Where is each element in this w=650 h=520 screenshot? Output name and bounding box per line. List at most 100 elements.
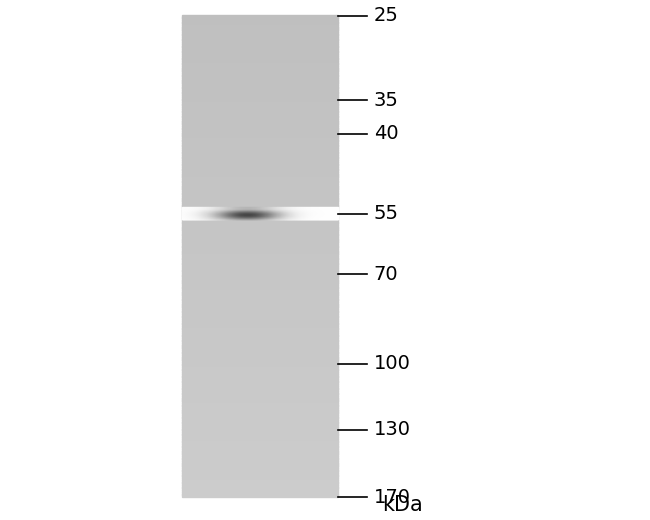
Bar [182,104,338,107]
Bar [182,408,338,411]
Bar [182,345,338,348]
Bar [182,446,338,449]
Bar [182,222,338,225]
Bar [182,477,338,480]
Bar [182,285,338,288]
Bar [182,54,338,57]
Bar [182,97,338,100]
Bar [182,184,338,187]
Bar [182,152,338,155]
Bar [182,167,338,170]
Bar [182,328,338,331]
Bar [182,121,338,124]
Text: 40: 40 [374,124,398,143]
Bar [182,388,338,392]
Text: 100: 100 [374,355,411,373]
Bar [182,89,338,93]
Bar [182,229,338,232]
Bar [182,107,338,110]
Bar [182,249,338,252]
Bar [182,451,338,454]
Bar [182,333,338,336]
Bar [182,131,338,134]
Bar [182,465,338,469]
Bar [182,331,338,333]
Bar [182,34,338,37]
Bar [182,355,338,358]
Bar [182,75,338,78]
Bar [182,487,338,490]
Bar [182,213,338,215]
Bar [182,198,338,201]
Bar [182,384,338,386]
Text: 130: 130 [374,420,411,439]
Bar [182,210,338,213]
Bar [182,61,338,64]
Bar [182,453,338,457]
Bar [182,292,338,295]
Bar [182,434,338,437]
Bar [182,196,338,199]
Bar [182,15,338,18]
Bar [182,157,338,160]
Bar [182,343,338,346]
Bar [182,415,338,418]
Bar [182,458,338,461]
Bar [182,73,338,76]
Bar [182,417,338,420]
Bar [182,492,338,495]
Bar [182,207,338,211]
Bar [182,160,338,162]
Bar [182,432,338,435]
Bar [182,475,338,478]
Bar [182,326,338,329]
Bar [182,321,338,324]
Bar [182,215,338,218]
Bar [182,362,338,365]
Bar [182,379,338,382]
Bar [182,376,338,379]
Bar [182,162,338,165]
Bar [182,220,338,223]
Bar [182,68,338,71]
Bar [182,316,338,319]
Bar [182,205,338,208]
Bar [182,319,338,321]
Bar [182,44,338,47]
Bar [182,77,338,81]
Bar [182,109,338,112]
Bar [182,391,338,394]
Bar [182,136,338,138]
Bar [182,22,338,25]
Bar [182,350,338,353]
Bar [182,39,338,42]
Bar [182,70,338,73]
Bar [182,138,338,141]
Bar [182,18,338,20]
Bar [182,46,338,49]
Bar [182,83,338,85]
Bar [182,403,338,406]
Bar [182,396,338,398]
Bar [182,386,338,389]
Bar [182,304,338,307]
Bar [182,338,338,341]
Bar [182,309,338,312]
Bar [182,297,338,300]
Bar [182,261,338,264]
Bar [182,114,338,116]
Bar [182,241,338,244]
Bar [182,92,338,95]
Bar [182,258,338,261]
Bar [182,188,338,191]
Bar [182,80,338,83]
Bar [182,441,338,444]
Bar [182,427,338,430]
Bar [182,311,338,314]
Bar [182,145,338,148]
Bar [182,239,338,242]
Text: kDa: kDa [383,495,423,515]
Bar [182,367,338,370]
Bar [182,335,338,339]
Bar [182,253,338,256]
